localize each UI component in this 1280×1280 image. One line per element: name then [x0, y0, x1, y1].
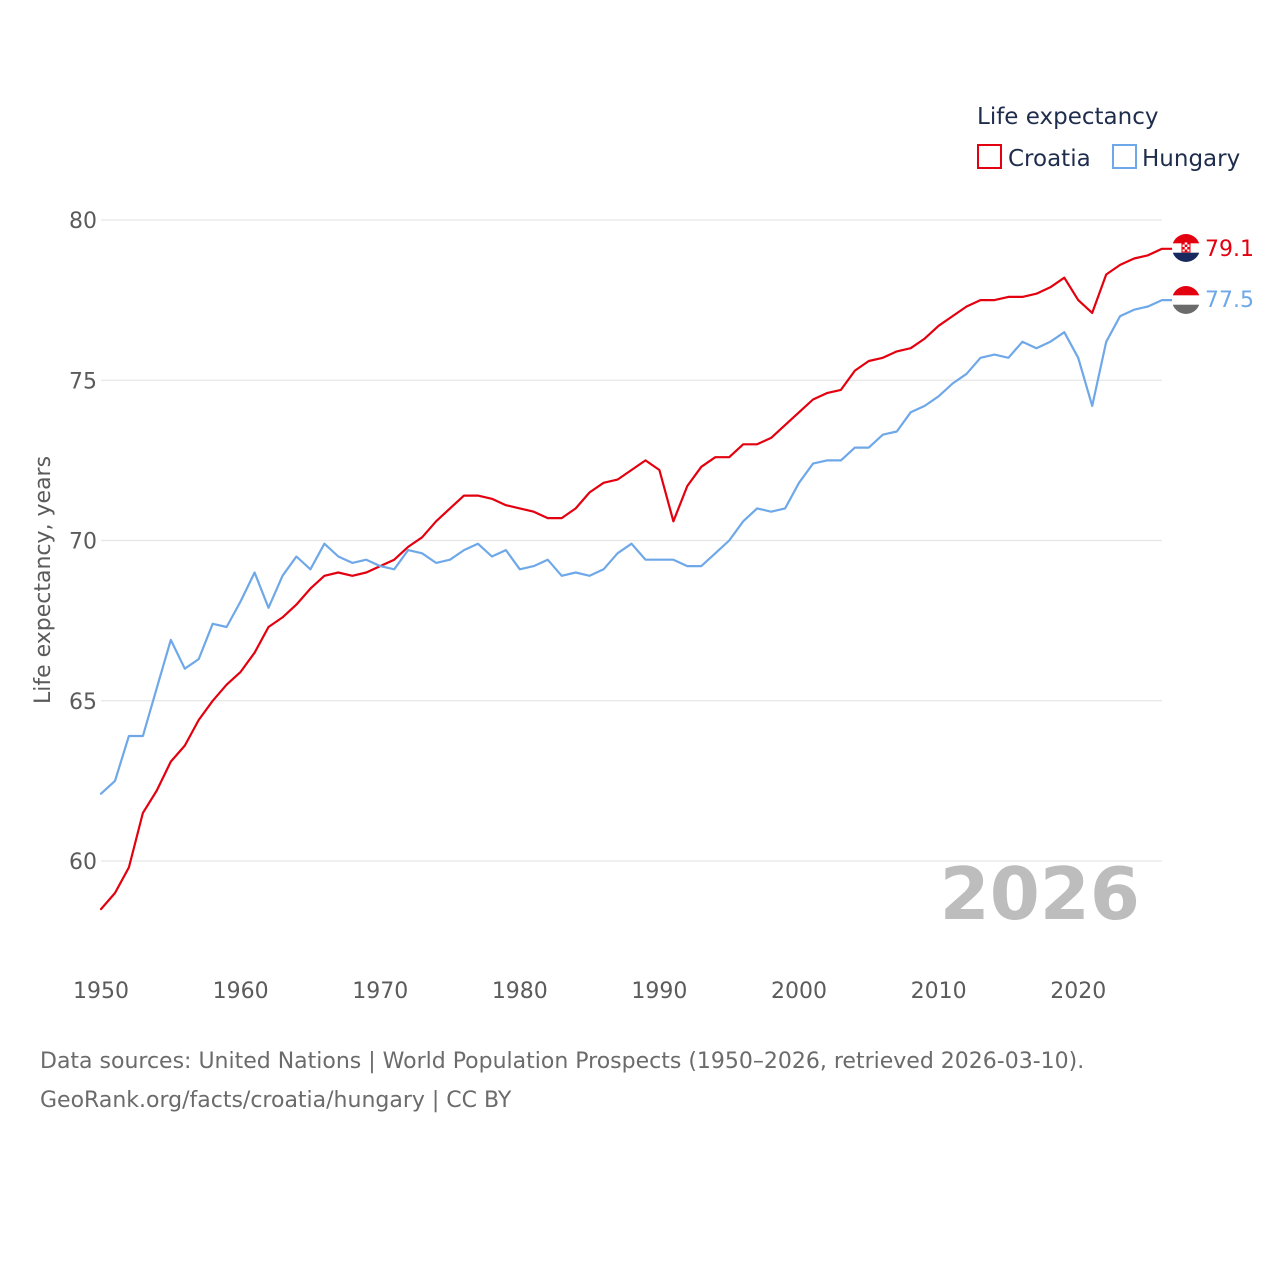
x-tick-label: 1980	[492, 979, 548, 1004]
x-tick-label: 1950	[73, 979, 129, 1004]
y-tick-label: 80	[69, 209, 97, 234]
croatia-flag-icon	[1172, 234, 1200, 262]
x-tick-label: 2000	[771, 979, 827, 1004]
series-line-hungary	[99, 299, 1174, 795]
legend-swatch-hungary	[1112, 144, 1137, 169]
series-line-croatia	[99, 247, 1174, 911]
gridlines	[101, 219, 1162, 862]
x-tick-label: 2020	[1050, 979, 1106, 1004]
y-axis-ticks: 60 65 70 75 80	[69, 209, 97, 875]
legend-label-croatia: Croatia	[1008, 146, 1091, 172]
x-tick-label: 1990	[631, 979, 687, 1004]
source-line: Data sources: United Nations | World Pop…	[40, 1049, 1085, 1074]
legend: Life expectancy Croatia Hungary	[977, 104, 1240, 172]
end-value-label-hungary: 77.5	[1205, 288, 1254, 313]
attribution-line[interactable]: GeoRank.org/facts/croatia/hungary | CC B…	[40, 1088, 512, 1113]
y-tick-label: 65	[69, 690, 97, 715]
y-tick-label: 70	[69, 530, 97, 555]
y-tick-label: 60	[69, 850, 97, 875]
hungary-flag-icon	[1172, 286, 1200, 314]
x-tick-label: 1960	[213, 979, 269, 1004]
x-tick-label: 2010	[911, 979, 967, 1004]
y-tick-label: 75	[69, 369, 97, 394]
source-footer: Data sources: United Nations | World Pop…	[40, 1042, 1240, 1120]
series-lines	[99, 247, 1174, 911]
y-axis-title: Life expectancy, years	[31, 456, 56, 704]
line-chart: 60 65 70 75 80 1950 1960 1970 1980 1990 2000 2010 2…	[31, 104, 1254, 1004]
legend-label-hungary: Hungary	[1142, 146, 1240, 172]
x-axis-ticks: 1950 1960 1970 1980 1990 2000 2010 2020	[73, 979, 1106, 1004]
legend-title: Life expectancy	[977, 104, 1158, 130]
current-year-watermark: 2026	[940, 852, 1140, 936]
x-tick-label: 1970	[352, 979, 408, 1004]
end-value-label-croatia: 79.1	[1205, 237, 1254, 262]
legend-swatch-croatia	[977, 144, 1002, 169]
